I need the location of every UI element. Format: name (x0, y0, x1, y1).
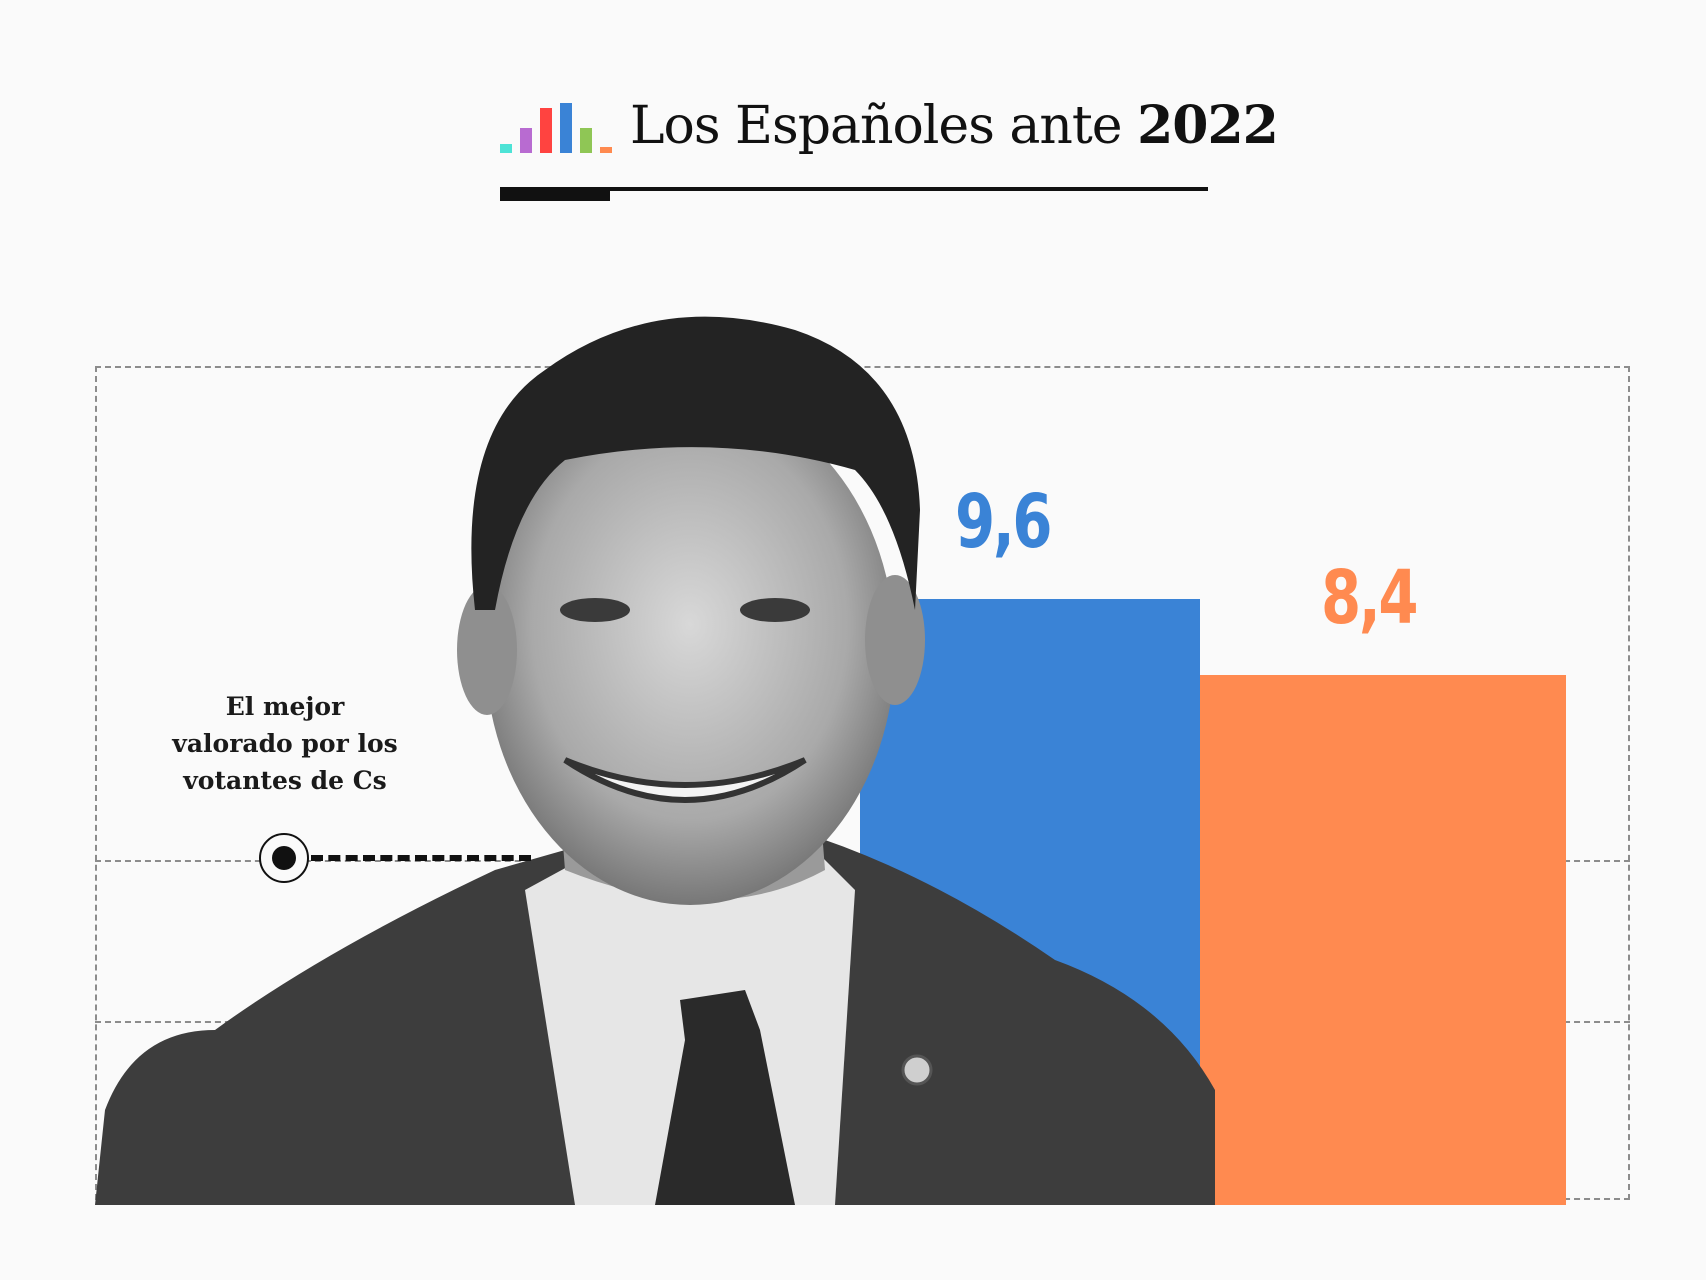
annotation-line: votantes de Cs (183, 766, 387, 795)
annotation-line: El mejor (225, 692, 345, 721)
tie-shape (655, 990, 795, 1205)
data-label: 9,6 (955, 479, 1053, 566)
bar (1200, 675, 1566, 1205)
logo-bar (580, 128, 592, 153)
annotation-leader-line (311, 855, 531, 861)
data-label: 8,4 (1321, 555, 1419, 642)
logo-bar (500, 144, 512, 153)
title-regular: Los Españoles ante (630, 96, 1138, 156)
logo-bar (560, 103, 572, 153)
hair-shape (471, 316, 920, 610)
annotation-line: valorado por los (172, 729, 398, 758)
title-year: 2022 (1137, 95, 1279, 156)
title-underline (500, 187, 1208, 191)
logo-bar (540, 108, 552, 153)
logo-bar (520, 128, 532, 153)
face-shape (485, 395, 895, 905)
bar-chart-logo-icon (500, 103, 612, 153)
header: Los Españoles ante 2022 (500, 95, 1279, 210)
logo-bar (600, 147, 612, 153)
target-dot-center (272, 846, 296, 870)
annotation-text: El mejor valorado por los votantes de Cs (160, 688, 410, 799)
portrait-photo (95, 316, 1215, 1205)
page-title: Los Españoles ante 2022 (630, 95, 1279, 156)
title-underline-accent (500, 187, 610, 201)
target-dot-icon (259, 833, 309, 883)
